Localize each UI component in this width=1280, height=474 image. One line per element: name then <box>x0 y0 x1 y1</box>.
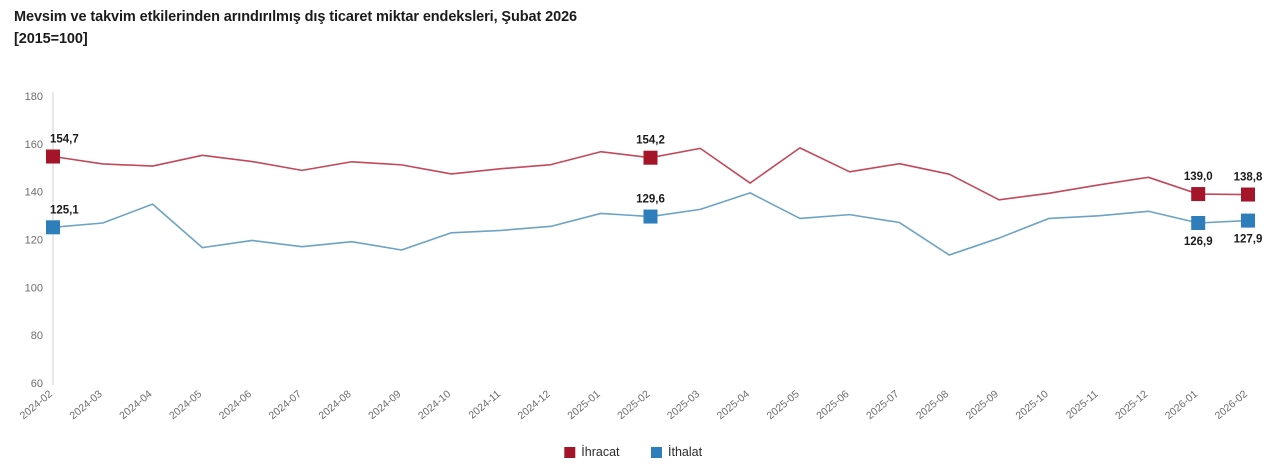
x-axis-tick-label: 2025-02 <box>615 388 652 422</box>
chart-title-block: Mevsim ve takvim etkilerinden arındırılm… <box>14 6 914 50</box>
data-point-label: 125,1 <box>50 204 79 216</box>
data-point-marker <box>1191 187 1206 202</box>
x-axis-tick-label: 2024-06 <box>217 388 254 422</box>
y-axis-tick-label: 120 <box>25 235 43 247</box>
x-axis-tick-label: 2025-05 <box>765 388 802 422</box>
data-point-marker <box>1241 187 1255 202</box>
x-axis-tick-label: 2024-04 <box>117 388 154 422</box>
x-axis-ticks: 2024-02 2024-03 2024-04 2024-05 2024-06 2024-… <box>18 388 1250 422</box>
x-axis-tick-label: 2025-07 <box>864 388 901 422</box>
data-point-label: 154,7 <box>50 134 79 146</box>
legend-swatch <box>651 447 662 458</box>
x-axis-tick-label: 2024-10 <box>416 388 453 422</box>
y-axis-tick-label: 160 <box>25 139 43 151</box>
x-axis-tick-label: 2025-04 <box>715 388 752 422</box>
y-axis-tick-label: 60 <box>31 378 43 390</box>
data-point-label: 139,0 <box>1184 171 1213 183</box>
data-point-label: 127,9 <box>1234 234 1263 246</box>
data-point-marker <box>1241 213 1255 228</box>
data-point-marker <box>643 150 658 165</box>
x-axis-tick-label: 2024-07 <box>267 388 304 422</box>
x-axis-tick-label: 2025-01 <box>565 388 602 422</box>
data-point-marker <box>46 149 60 164</box>
x-axis-tick-label: 2025-03 <box>665 388 702 422</box>
x-axis-tick-label: 2024-05 <box>167 388 204 422</box>
data-point-label: 154,2 <box>636 135 665 147</box>
x-axis-tick-label: 2025-11 <box>1064 388 1101 422</box>
x-axis-tick-label: 2025-06 <box>814 388 851 422</box>
data-marker-layer <box>46 149 1255 235</box>
x-axis-tick-label: 2026-02 <box>1213 388 1250 422</box>
page-subtitle: [2015=100] <box>14 31 88 47</box>
x-axis-tick-label: 2024-03 <box>67 388 104 422</box>
x-axis-tick-label: 2025-12 <box>1113 388 1150 422</box>
data-point-label: 138,8 <box>1234 172 1263 184</box>
data-point-label: 129,6 <box>636 194 665 206</box>
x-axis-tick-label: 2024-09 <box>366 388 403 422</box>
data-point-marker <box>46 220 60 235</box>
x-axis-tick-label: 2024-08 <box>316 388 353 422</box>
y-axis-tick-label: 80 <box>31 330 43 342</box>
data-point-marker <box>643 209 658 224</box>
x-axis-tick-label: 2025-08 <box>914 388 951 422</box>
x-axis-tick-label: 2025-09 <box>964 388 1001 422</box>
x-axis-tick-label: 2024-11 <box>466 388 503 422</box>
y-axis-tick-label: 100 <box>25 282 43 294</box>
y-axis-tick-label: 140 <box>25 187 43 199</box>
y-axis-tick-label: 180 <box>25 91 43 103</box>
data-point-label: 126,9 <box>1184 236 1213 248</box>
x-axis-tick-label: 2024-12 <box>516 388 553 422</box>
legend-label[interactable]: İthalat <box>668 445 703 459</box>
legend-swatch <box>564 447 576 458</box>
page-title: Mevsim ve takvim etkilerinden arındırılm… <box>14 9 577 25</box>
chart-legend: İhracat İthalat <box>564 445 703 459</box>
y-axis-ticks: 60 80 100 120 140 160 180 <box>25 91 43 390</box>
x-axis-tick-label: 2026-01 <box>1163 388 1200 422</box>
legend-label[interactable]: İhracat <box>581 445 620 459</box>
x-axis-tick-label: 2025-10 <box>1014 388 1051 422</box>
data-point-marker <box>1191 215 1206 230</box>
x-axis-tick-label: 2024-02 <box>18 388 55 422</box>
data-label-layer: 154,7 154,2 139,0 138,8 125,1 129,6 126,9 127,9 <box>50 134 1263 248</box>
